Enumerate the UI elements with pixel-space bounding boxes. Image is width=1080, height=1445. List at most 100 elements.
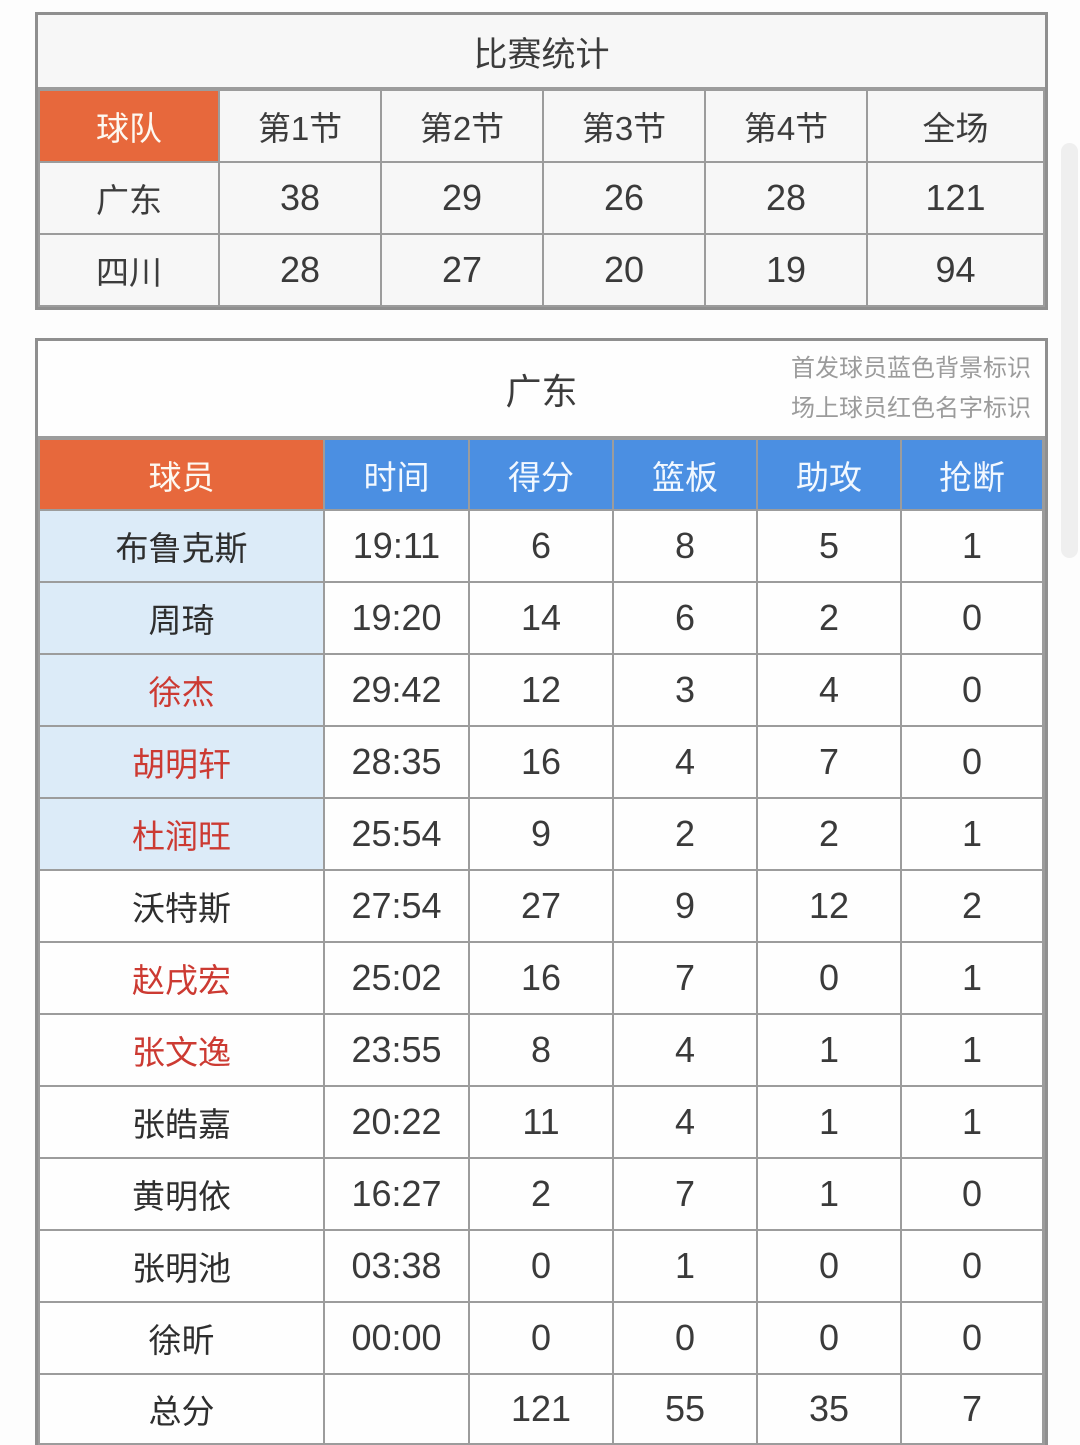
player-name-cell: 徐杰 (38, 653, 325, 727)
total-time-cell (323, 1373, 470, 1445)
score-row-guangdong: 广东 38 29 26 28 121 (38, 161, 1045, 235)
rebounds-cell: 4 (612, 1085, 758, 1159)
player-table-header: 广东 首发球员蓝色背景标识 场上球员红色名字标识 (38, 341, 1045, 438)
points-cell: 2 (468, 1157, 614, 1231)
col-header-q3: 第3节 (542, 89, 706, 163)
assists-cell: 12 (756, 869, 902, 943)
steals-cell: 2 (900, 869, 1044, 943)
player-name-cell: 徐昕 (38, 1301, 325, 1375)
gutter-cell (1042, 725, 1045, 799)
steals-cell: 0 (900, 1229, 1044, 1303)
col-header-q2: 第2节 (380, 89, 544, 163)
col-header-steals: 抢断 (900, 438, 1044, 511)
full-score-cell: 121 (866, 161, 1045, 235)
steals-cell: 0 (900, 1157, 1044, 1231)
points-cell: 11 (468, 1085, 614, 1159)
rebounds-cell: 0 (612, 1301, 758, 1375)
time-cell: 29:42 (323, 653, 470, 727)
rebounds-cell: 8 (612, 509, 758, 583)
player-name-cell: 张皓嘉 (38, 1085, 325, 1159)
rebounds-cell: 1 (612, 1229, 758, 1303)
time-cell: 20:22 (323, 1085, 470, 1159)
rebounds-cell: 7 (612, 1157, 758, 1231)
steals-cell: 1 (900, 1013, 1044, 1087)
player-table-card: 广东 首发球员蓝色背景标识 场上球员红色名字标识 球员 时间 得分 篮板 助攻 … (35, 338, 1048, 1445)
points-cell: 8 (468, 1013, 614, 1087)
legend-on-court-note: 场上球员红色名字标识 (791, 394, 1031, 422)
gutter-cell (1042, 1229, 1045, 1303)
score-table-card: 比赛统计 球队 第1节 第2节 第3节 第4节 全场 广东 38 29 26 2… (35, 12, 1048, 310)
time-cell: 25:02 (323, 941, 470, 1015)
steals-cell: 0 (900, 725, 1044, 799)
total-points-cell: 121 (468, 1373, 614, 1445)
assists-cell: 0 (756, 1229, 902, 1303)
points-cell: 27 (468, 869, 614, 943)
time-cell: 16:27 (323, 1157, 470, 1231)
time-cell: 28:35 (323, 725, 470, 799)
points-cell: 6 (468, 509, 614, 583)
points-cell: 9 (468, 797, 614, 871)
total-rebounds-cell: 55 (612, 1373, 758, 1445)
rebounds-cell: 9 (612, 869, 758, 943)
q2-score-cell: 27 (380, 233, 544, 307)
points-cell: 0 (468, 1301, 614, 1375)
player-row: 张皓嘉 20:22 11 4 1 1 (38, 1085, 1045, 1159)
rebounds-cell: 3 (612, 653, 758, 727)
player-name-cell: 周琦 (38, 581, 325, 655)
rebounds-cell: 4 (612, 725, 758, 799)
player-row: 徐昕 00:00 0 0 0 0 (38, 1301, 1045, 1375)
q1-score-cell: 28 (218, 233, 382, 307)
player-table-team-title: 广东 (505, 370, 578, 412)
time-cell: 19:20 (323, 581, 470, 655)
player-name-cell: 布鲁克斯 (38, 509, 325, 583)
legend-starter-note: 首发球员蓝色背景标识 (791, 354, 1031, 382)
points-cell: 16 (468, 725, 614, 799)
gutter-cell (1042, 653, 1045, 727)
col-header-full: 全场 (866, 89, 1045, 163)
q3-score-cell: 26 (542, 161, 706, 235)
team-name-cell: 广东 (38, 161, 220, 235)
rebounds-cell: 2 (612, 797, 758, 871)
score-table-title: 比赛统计 (38, 15, 1045, 89)
steals-cell: 0 (900, 581, 1044, 655)
player-row: 杜润旺 25:54 9 2 2 1 (38, 797, 1045, 871)
q1-score-cell: 38 (218, 161, 382, 235)
q2-score-cell: 29 (380, 161, 544, 235)
full-score-cell: 94 (866, 233, 1045, 307)
total-steals-cell: 7 (900, 1373, 1044, 1445)
rebounds-cell: 4 (612, 1013, 758, 1087)
player-row: 徐杰 29:42 12 3 4 0 (38, 653, 1045, 727)
time-cell: 19:11 (323, 509, 470, 583)
total-row: 总分 121 55 35 7 (38, 1373, 1045, 1445)
legend: 首发球员蓝色背景标识 场上球员红色名字标识 (791, 349, 1031, 429)
assists-cell: 0 (756, 941, 902, 1015)
score-table: 球队 第1节 第2节 第3节 第4节 全场 广东 38 29 26 28 121… (38, 89, 1045, 307)
gutter-cell (1042, 1157, 1045, 1231)
assists-cell: 2 (756, 581, 902, 655)
player-name-cell: 张文逸 (38, 1013, 325, 1087)
assists-cell: 1 (756, 1085, 902, 1159)
team-name-cell: 四川 (38, 233, 220, 307)
q3-score-cell: 20 (542, 233, 706, 307)
gutter-cell (1042, 797, 1045, 871)
col-header-q4: 第4节 (704, 89, 868, 163)
player-row: 布鲁克斯 19:11 6 8 5 1 (38, 509, 1045, 583)
time-cell: 27:54 (323, 869, 470, 943)
scrollbar-thumb[interactable] (1061, 143, 1078, 558)
col-header-player: 球员 (38, 438, 325, 511)
player-row: 赵戌宏 25:02 16 7 0 1 (38, 941, 1045, 1015)
player-row: 黄明依 16:27 2 7 1 0 (38, 1157, 1045, 1231)
assists-cell: 0 (756, 1301, 902, 1375)
col-header-q1: 第1节 (218, 89, 382, 163)
time-cell: 25:54 (323, 797, 470, 871)
steals-cell: 1 (900, 509, 1044, 583)
player-row: 张文逸 23:55 8 4 1 1 (38, 1013, 1045, 1087)
player-name-cell: 胡明轩 (38, 725, 325, 799)
points-cell: 12 (468, 653, 614, 727)
gutter-cell (1042, 438, 1045, 511)
gutter-cell (1042, 1301, 1045, 1375)
assists-cell: 1 (756, 1157, 902, 1231)
player-row: 沃特斯 27:54 27 9 12 2 (38, 869, 1045, 943)
gutter-cell (1042, 581, 1045, 655)
gutter-cell (1042, 509, 1045, 583)
